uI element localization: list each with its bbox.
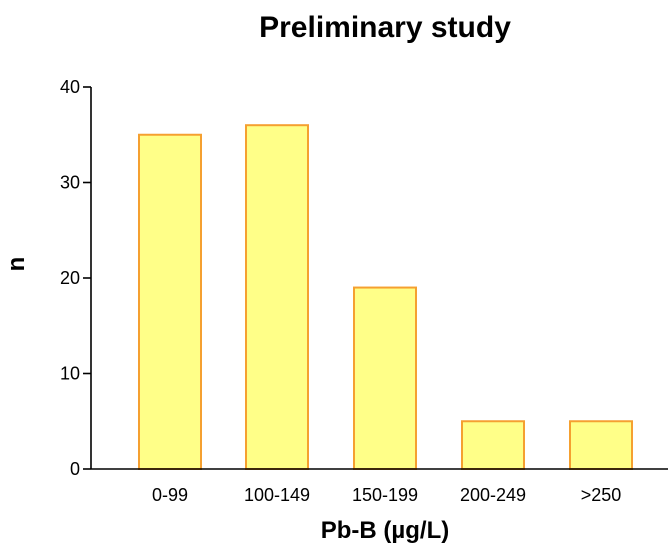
x-tick-label: >250 <box>581 485 622 505</box>
x-tick-label: 100-149 <box>244 485 310 505</box>
y-tick-label: 10 <box>60 364 80 384</box>
y-tick-label: 0 <box>70 459 80 479</box>
bar-1 <box>138 133 202 470</box>
bars-group <box>138 124 633 470</box>
y-tick-label: 30 <box>60 173 80 193</box>
bar-3 <box>353 286 417 470</box>
x-tick-label: 150-199 <box>352 485 418 505</box>
y-axis-label: n <box>3 257 30 272</box>
bar-5 <box>569 420 633 470</box>
y-tick-label: 40 <box>60 77 80 97</box>
bar-4 <box>461 420 525 470</box>
x-tick-label: 0-99 <box>152 485 188 505</box>
x-axis-tick-labels: 0-99 100-149 150-199 200-249 >250 <box>152 485 621 505</box>
x-tick-label: 200-249 <box>460 485 526 505</box>
chart-title: Preliminary study <box>259 11 511 44</box>
bar-2 <box>245 124 309 470</box>
y-axis-ticks: 0 10 20 30 40 <box>60 77 91 479</box>
x-axis-label: Pb-B (µg/L) <box>321 517 449 544</box>
y-tick-label: 20 <box>60 268 80 288</box>
